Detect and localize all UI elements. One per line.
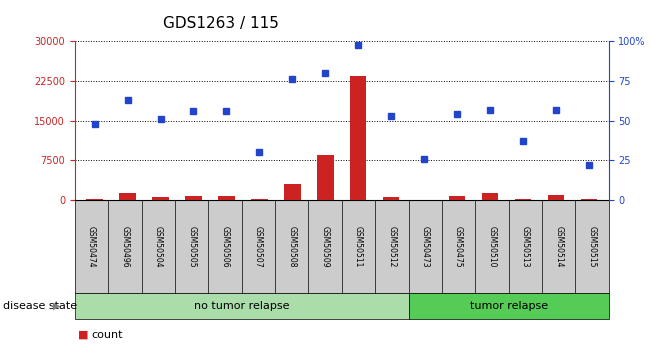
Text: GSM50506: GSM50506 [221, 226, 230, 267]
Bar [251, 199, 268, 200]
Text: GSM50475: GSM50475 [454, 226, 463, 267]
Text: GSM50474: GSM50474 [87, 226, 96, 267]
Text: GSM50507: GSM50507 [254, 226, 263, 267]
Bar [87, 198, 103, 200]
Bar [383, 197, 400, 200]
Text: GSM50510: GSM50510 [488, 226, 497, 267]
Text: GSM50508: GSM50508 [287, 226, 296, 267]
Bar [218, 196, 234, 200]
Text: GSM50504: GSM50504 [154, 226, 163, 267]
Bar [119, 193, 136, 200]
Text: GSM50496: GSM50496 [120, 226, 130, 267]
Text: tumor relapse: tumor relapse [469, 301, 547, 311]
Text: GSM50513: GSM50513 [521, 226, 530, 267]
Bar [515, 198, 531, 200]
Text: GSM50505: GSM50505 [187, 226, 196, 267]
Bar [482, 193, 498, 200]
Bar [547, 195, 564, 200]
Text: GDS1263 / 115: GDS1263 / 115 [163, 16, 279, 30]
Text: ▶: ▶ [53, 301, 61, 311]
Bar [581, 199, 597, 200]
Bar [350, 76, 367, 200]
Text: GSM50515: GSM50515 [587, 226, 596, 267]
Bar [186, 196, 202, 200]
Bar [449, 196, 465, 200]
Bar [317, 155, 333, 200]
Text: GSM50509: GSM50509 [320, 226, 329, 267]
Text: GSM50514: GSM50514 [554, 226, 563, 267]
Bar [284, 184, 301, 200]
Text: no tumor relapse: no tumor relapse [194, 301, 290, 311]
Text: count: count [91, 330, 122, 339]
Text: GSM50512: GSM50512 [387, 226, 396, 267]
Text: ■: ■ [78, 330, 89, 339]
Text: GSM50511: GSM50511 [354, 226, 363, 267]
Bar [152, 197, 169, 200]
Text: disease state: disease state [3, 301, 77, 311]
Text: GSM50473: GSM50473 [421, 226, 430, 267]
